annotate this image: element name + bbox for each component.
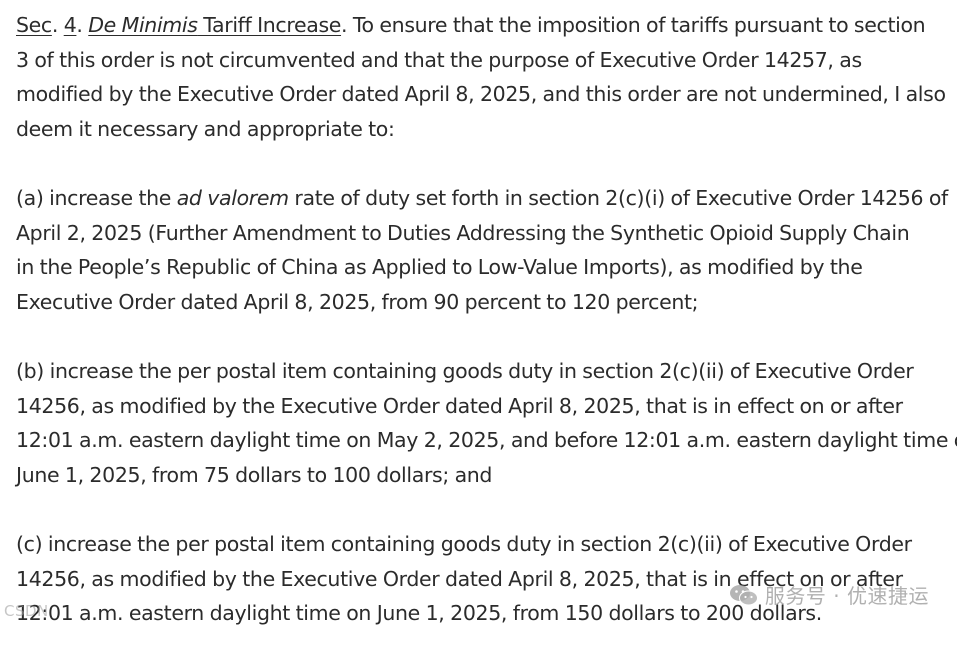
item-a-line-2: April 2, 2025 (Further Amendment to Duti… bbox=[16, 220, 910, 245]
item-a-first-rest: rate of duty set forth in section 2(c)(i… bbox=[288, 185, 948, 210]
document-body: Sec. 4. De Minimis Tariff Increase. To e… bbox=[16, 8, 957, 665]
item-c: (c) increase the per postal item contain… bbox=[16, 527, 951, 631]
item-a-line-4: Executive Order dated April 8, 2025, fro… bbox=[16, 289, 699, 314]
intro-text-0: . To ensure that the imposition of tarif… bbox=[341, 13, 926, 37]
item-a: (a) increase the ad valorem rate of duty… bbox=[16, 181, 951, 319]
intro-line-1: Sec. 4. De Minimis Tariff Increase. To e… bbox=[16, 13, 926, 37]
item-c-line-3: 12:01 a.m. eastern daylight time on June… bbox=[16, 601, 822, 626]
section-intro: Sec. 4. De Minimis Tariff Increase. To e… bbox=[16, 8, 951, 146]
section-title[interactable]: De Minimis Tariff Increase bbox=[88, 13, 341, 37]
section-number[interactable]: 4 bbox=[63, 13, 77, 37]
wechat-icon bbox=[729, 584, 758, 605]
item-c-line-2: 14256, as modified by the Executive Orde… bbox=[16, 566, 903, 591]
item-b-line-2: 14256, as modified by the Executive Orde… bbox=[16, 393, 903, 418]
item-b: (b) increase the per postal item contain… bbox=[16, 354, 957, 492]
intro-line-3: modified by the Executive Order dated Ap… bbox=[16, 82, 946, 107]
section-label[interactable]: Sec bbox=[16, 13, 52, 37]
item-b-line-1: (b) increase the per postal item contain… bbox=[16, 358, 914, 383]
watermark-left: CSDN bbox=[4, 602, 49, 620]
section-title-rest: Tariff Increase bbox=[197, 13, 342, 37]
intro-line-2: 3 of this order is not circumvented and … bbox=[16, 47, 862, 72]
intro-line-4: deem it necessary and appropriate to: bbox=[16, 116, 395, 141]
watermark: 服务号 · 优速捷运 bbox=[729, 580, 929, 609]
watermark-text: 服务号 · 优速捷运 bbox=[764, 584, 929, 608]
item-a-italic: ad valorem bbox=[176, 185, 289, 210]
item-b-line-3: 12:01 a.m. eastern daylight time on May … bbox=[16, 428, 957, 453]
item-c-line-1: (c) increase the per postal item contain… bbox=[16, 531, 912, 556]
item-a-line-1: (a) increase the ad valorem rate of duty… bbox=[16, 181, 951, 216]
item-a-line-3: in the People’s Republic of China as App… bbox=[16, 255, 863, 280]
item-b-line-4: June 1, 2025, from 75 dollars to 100 dol… bbox=[16, 462, 493, 487]
item-a-prefix: (a) increase the bbox=[16, 185, 177, 210]
section-title-italic: De Minimis bbox=[88, 13, 198, 37]
